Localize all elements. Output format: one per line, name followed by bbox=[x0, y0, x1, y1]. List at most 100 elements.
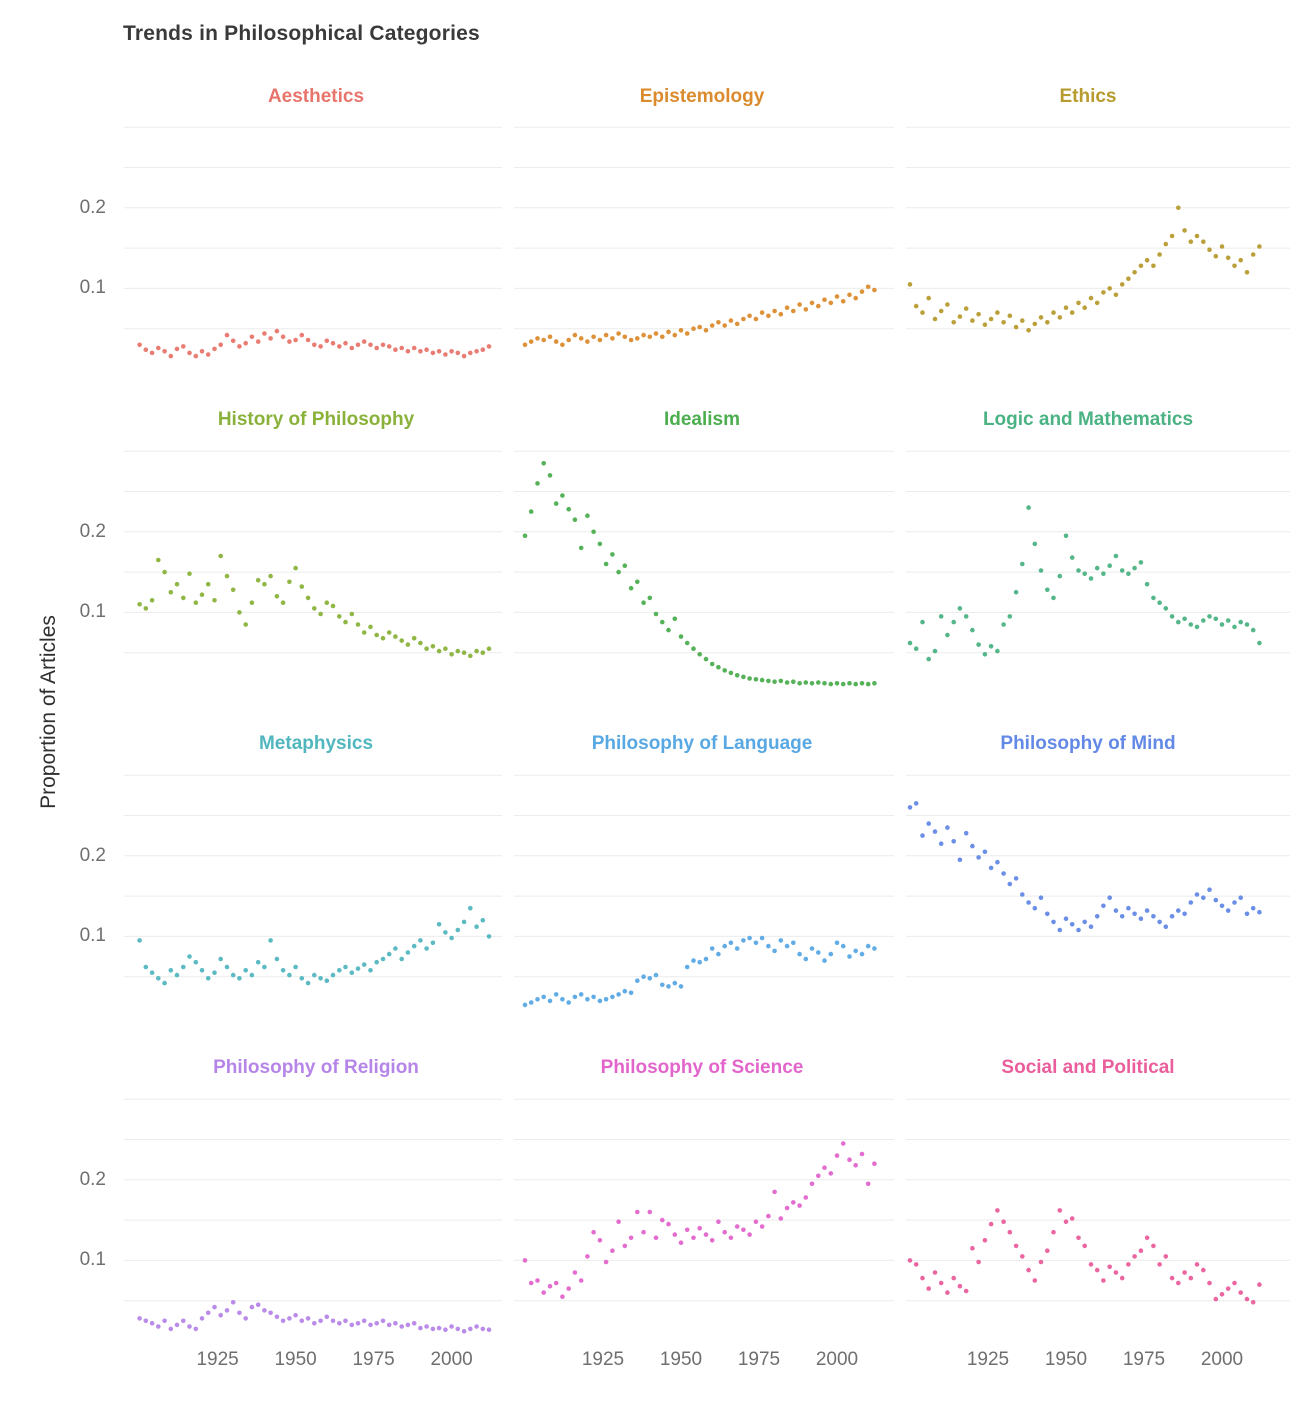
data-point bbox=[474, 1324, 479, 1329]
points-logic-and-mathematics bbox=[907, 505, 1262, 662]
data-point bbox=[759, 1224, 765, 1229]
data-point bbox=[1082, 919, 1087, 925]
data-point bbox=[522, 342, 528, 348]
data-point bbox=[797, 951, 802, 957]
data-point bbox=[541, 1290, 546, 1295]
data-point bbox=[212, 598, 217, 603]
data-point bbox=[1076, 1235, 1081, 1241]
data-point bbox=[766, 1213, 771, 1219]
data-point bbox=[913, 646, 919, 651]
data-point bbox=[1038, 568, 1044, 573]
data-point bbox=[828, 300, 834, 306]
data-point bbox=[1219, 622, 1225, 627]
data-point bbox=[386, 630, 392, 635]
data-point bbox=[368, 1322, 373, 1328]
data-point bbox=[199, 592, 205, 597]
chart-title: Trends in Philosophical Categories bbox=[123, 22, 480, 45]
data-point bbox=[1201, 895, 1206, 900]
data-point bbox=[834, 1153, 840, 1158]
points-idealism bbox=[522, 461, 877, 687]
data-point bbox=[249, 1304, 255, 1310]
data-point bbox=[1063, 1219, 1069, 1224]
data-point bbox=[1119, 1275, 1125, 1281]
data-point bbox=[995, 1208, 1000, 1213]
data-point bbox=[753, 1219, 759, 1224]
panel-title-idealism: Idealism bbox=[663, 409, 741, 430]
data-point bbox=[547, 1283, 553, 1289]
y-tick-label: 0.2 bbox=[79, 844, 106, 866]
data-point bbox=[1088, 295, 1094, 301]
data-point bbox=[635, 978, 640, 983]
data-point bbox=[1194, 233, 1200, 239]
data-point bbox=[274, 1314, 280, 1320]
data-point bbox=[243, 340, 248, 346]
data-point bbox=[834, 940, 840, 946]
data-point bbox=[461, 650, 467, 655]
data-point bbox=[280, 968, 286, 973]
data-point bbox=[560, 997, 565, 1002]
data-point bbox=[945, 632, 950, 638]
data-point bbox=[337, 344, 342, 349]
data-point bbox=[474, 349, 479, 354]
data-point bbox=[988, 1221, 994, 1227]
data-point bbox=[722, 1229, 727, 1235]
data-point bbox=[1225, 908, 1231, 913]
data-point bbox=[361, 962, 367, 967]
data-point bbox=[480, 347, 486, 353]
data-point bbox=[945, 825, 950, 830]
data-point bbox=[1057, 315, 1063, 320]
data-point bbox=[262, 581, 267, 587]
data-point bbox=[399, 956, 405, 962]
data-point bbox=[443, 930, 448, 935]
data-point bbox=[666, 1221, 671, 1227]
data-point bbox=[759, 677, 765, 683]
data-point bbox=[1063, 533, 1069, 539]
data-point bbox=[684, 640, 690, 646]
data-point bbox=[149, 970, 155, 975]
data-point bbox=[287, 339, 292, 344]
data-point bbox=[1026, 1267, 1031, 1273]
data-point bbox=[672, 332, 678, 338]
points-history-of-philosophy bbox=[137, 553, 492, 659]
data-point bbox=[1013, 1243, 1019, 1249]
data-point bbox=[1132, 911, 1137, 917]
data-point bbox=[1038, 895, 1044, 900]
x-tick-label: 1925 bbox=[196, 1349, 239, 1370]
data-point bbox=[443, 352, 448, 357]
data-point bbox=[566, 1000, 571, 1005]
data-point bbox=[1057, 927, 1063, 933]
data-point bbox=[932, 648, 938, 654]
data-point bbox=[822, 297, 827, 303]
data-point bbox=[262, 1308, 267, 1313]
data-point bbox=[343, 1318, 348, 1324]
data-point bbox=[666, 329, 671, 335]
data-point bbox=[337, 614, 342, 619]
data-point bbox=[1132, 270, 1137, 275]
x-tick-label: 1950 bbox=[1044, 1349, 1088, 1370]
data-point bbox=[684, 964, 690, 970]
data-point bbox=[932, 829, 938, 834]
data-point bbox=[468, 1326, 473, 1332]
data-point bbox=[816, 303, 821, 309]
data-point bbox=[1032, 541, 1038, 547]
data-point bbox=[585, 1254, 590, 1259]
data-point bbox=[268, 336, 273, 341]
data-point bbox=[255, 577, 261, 583]
data-point bbox=[168, 353, 174, 359]
data-point bbox=[591, 529, 596, 535]
data-point bbox=[1107, 286, 1112, 291]
data-point bbox=[1163, 924, 1169, 929]
data-point bbox=[840, 943, 846, 949]
data-point bbox=[361, 339, 367, 344]
data-point bbox=[809, 681, 815, 686]
data-point bbox=[349, 611, 355, 617]
data-point bbox=[274, 594, 280, 599]
data-point bbox=[753, 677, 759, 682]
data-point bbox=[1219, 903, 1225, 909]
data-point bbox=[324, 338, 330, 344]
data-point bbox=[405, 642, 411, 647]
data-point bbox=[374, 959, 380, 965]
data-point bbox=[274, 956, 280, 962]
y-tick-label: 0.2 bbox=[79, 520, 106, 542]
data-point bbox=[174, 1322, 180, 1328]
